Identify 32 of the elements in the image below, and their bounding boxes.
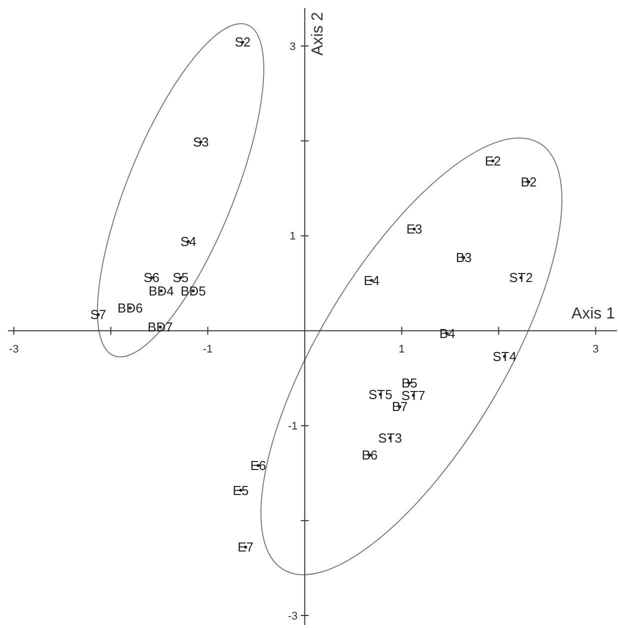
x-tick-label: -3 <box>8 344 19 356</box>
series-label: ST2 <box>509 270 533 286</box>
series-label: E2 <box>484 153 501 168</box>
series-label: S4 <box>180 234 196 250</box>
y-tick-label: 3 <box>290 40 296 53</box>
series-label: E7 <box>238 540 254 555</box>
series-label: ST3 <box>378 430 402 446</box>
y-tick-label: -1 <box>288 420 298 433</box>
series-label: E5 <box>232 482 249 498</box>
series-label: ST5 <box>368 386 392 402</box>
series-label: B5 <box>402 375 418 390</box>
series-label: B6 <box>362 448 378 463</box>
series-label: S3 <box>193 134 209 150</box>
series-label: E6 <box>250 458 266 474</box>
x-tick-label: 3 <box>592 344 599 356</box>
x-tick-label: -1 <box>202 344 213 356</box>
series-label: S6 <box>144 270 160 286</box>
series-label: S2 <box>234 34 251 50</box>
series-label: S5 <box>172 270 189 286</box>
y-tick-label: -3 <box>288 610 298 622</box>
series-label: E4 <box>364 272 380 288</box>
series-label: BD6 <box>118 300 143 316</box>
series-label: B2 <box>520 174 537 190</box>
y-axis-title: Axis 2 <box>310 12 327 56</box>
x-tick-label: 1 <box>398 344 405 356</box>
series-label: E3 <box>406 222 422 237</box>
series-label: B4 <box>439 326 456 342</box>
y-tick-label: 1 <box>290 230 296 243</box>
series-label: B3 <box>456 250 472 266</box>
x-axis-title: Axis 1 <box>571 306 616 323</box>
series-label: ST4 <box>492 348 516 364</box>
series-label: BD4 <box>148 283 174 298</box>
